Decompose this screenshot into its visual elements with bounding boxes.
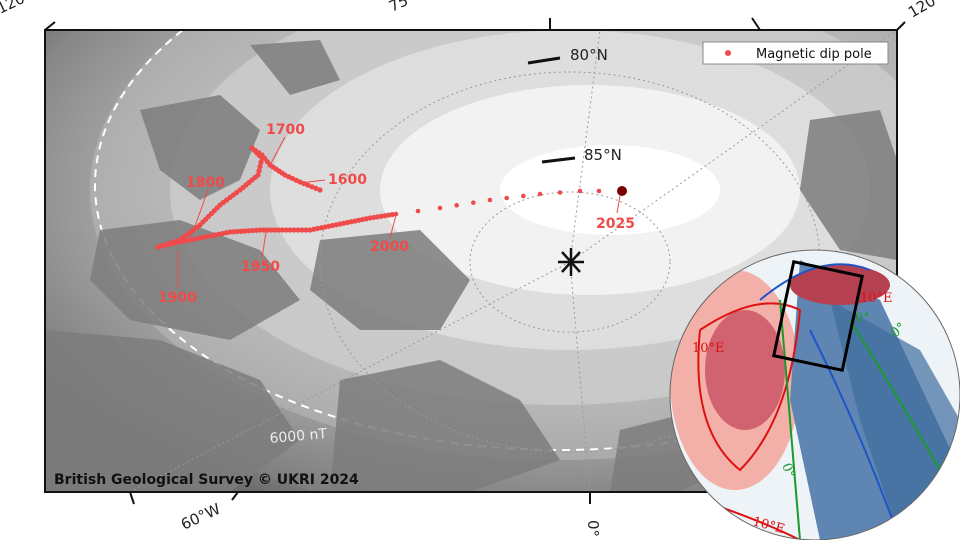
year-label: 1600: [328, 172, 367, 188]
dip-pole-dot: [537, 191, 543, 197]
year-leaders: [177, 136, 621, 288]
dip-pole-dot: [557, 190, 563, 195]
dip-pole-dot: [227, 229, 233, 235]
dip-pole-dot: [193, 236, 199, 242]
dip-pole-dot: [295, 227, 301, 233]
lat-label: 85°N: [584, 146, 622, 164]
dip-pole-2025: [617, 186, 627, 196]
dip-pole-dot: [264, 227, 271, 233]
globe-label: 0°: [778, 461, 797, 480]
globe-label: 10°E: [692, 341, 725, 356]
dip-pole-dot: [521, 193, 526, 199]
dip-pole-dot: [577, 188, 583, 194]
dip-pole-dot: [596, 188, 602, 194]
dip-pole-dot: [258, 159, 264, 165]
dip-pole-dot: [313, 185, 319, 191]
dip-pole-dot: [454, 203, 459, 208]
dip-pole-dot: [172, 240, 178, 246]
year-label: 1900: [158, 290, 197, 306]
dip-pole-dot: [317, 187, 323, 193]
credit: British Geological Survey © UKRI 2024: [54, 472, 359, 488]
dip-pole-dot: [257, 163, 263, 170]
dip-pole-dot: [261, 227, 267, 233]
year-label: 2025: [596, 216, 635, 232]
dip-pole-dot: [437, 205, 443, 211]
dip-pole-dot: [234, 228, 241, 235]
legend-box: [702, 41, 889, 65]
dip-pole-dot: [303, 227, 309, 233]
dip-pole-dot: [309, 184, 315, 190]
dip-pole-dot: [389, 211, 395, 218]
dip-pole-dot: [471, 200, 476, 205]
globe-label: 0°: [888, 320, 909, 341]
year-label: 1950: [241, 259, 280, 275]
contour-label: 6000 nT: [269, 426, 328, 447]
dip-pole-dot: [279, 227, 286, 233]
dip-pole-dot: [299, 227, 305, 233]
lat-tick: [541, 156, 576, 164]
dip-pole-dot: [246, 228, 252, 234]
dip-pole-dot: [283, 227, 289, 233]
legend-marker: [725, 50, 731, 56]
dip-pole-dot: [259, 155, 265, 161]
dip-pole-dot: [176, 239, 182, 245]
inset-globe: 10°E 10°E 10°E 0° 0° 0°: [669, 249, 960, 540]
dip-pole-dot: [504, 195, 509, 201]
lon-label: 75: [386, 0, 411, 16]
dip-pole-dot: [272, 227, 278, 233]
globe-label: 0°: [855, 311, 870, 326]
dip-pole-dot: [268, 227, 274, 233]
dip-pole-dot: [487, 197, 493, 203]
dip-pole-dot: [257, 227, 263, 233]
legend-label: Magnetic dip pole: [756, 47, 872, 62]
dip-pole-dot: [242, 228, 248, 234]
dip-pole-dot: [155, 244, 161, 250]
dip-pole-dot: [168, 241, 174, 247]
dip-pole-dot: [180, 238, 186, 244]
dip-pole-dot: [291, 227, 297, 233]
year-label: 1800: [186, 175, 225, 191]
lon-label: 120°W: [0, 0, 48, 18]
dip-pole-dot: [415, 208, 421, 214]
dip-pole-dot: [393, 211, 399, 217]
dip-pole-dot: [231, 229, 237, 235]
map-frame: [44, 29, 898, 493]
dip-pole-dot: [276, 227, 282, 233]
dip-pole-dot: [238, 228, 244, 234]
dip-pole-dot: [305, 182, 311, 188]
dip-pole-track: [155, 145, 602, 250]
dip-pole-dot: [253, 227, 259, 233]
dip-pole-dot: [184, 237, 191, 244]
frame-ticks: [44, 17, 906, 505]
globe-label: 10°E: [860, 291, 893, 306]
north-pole-marker: [558, 248, 584, 276]
dip-pole-dot: [256, 168, 262, 174]
lat-label: 80°N: [570, 46, 608, 64]
lon-label: 60°W: [178, 500, 223, 534]
lat-tick: [527, 56, 561, 65]
year-label: 1700: [266, 122, 305, 138]
dip-pole-dot: [159, 243, 165, 249]
dip-pole-dot: [287, 227, 293, 233]
dip-pole-dot: [249, 227, 256, 234]
dip-pole-dot: [163, 242, 170, 248]
lon-label: 120: [905, 0, 939, 21]
lon-label: 0°: [584, 520, 602, 537]
year-label: 2000: [370, 239, 409, 255]
